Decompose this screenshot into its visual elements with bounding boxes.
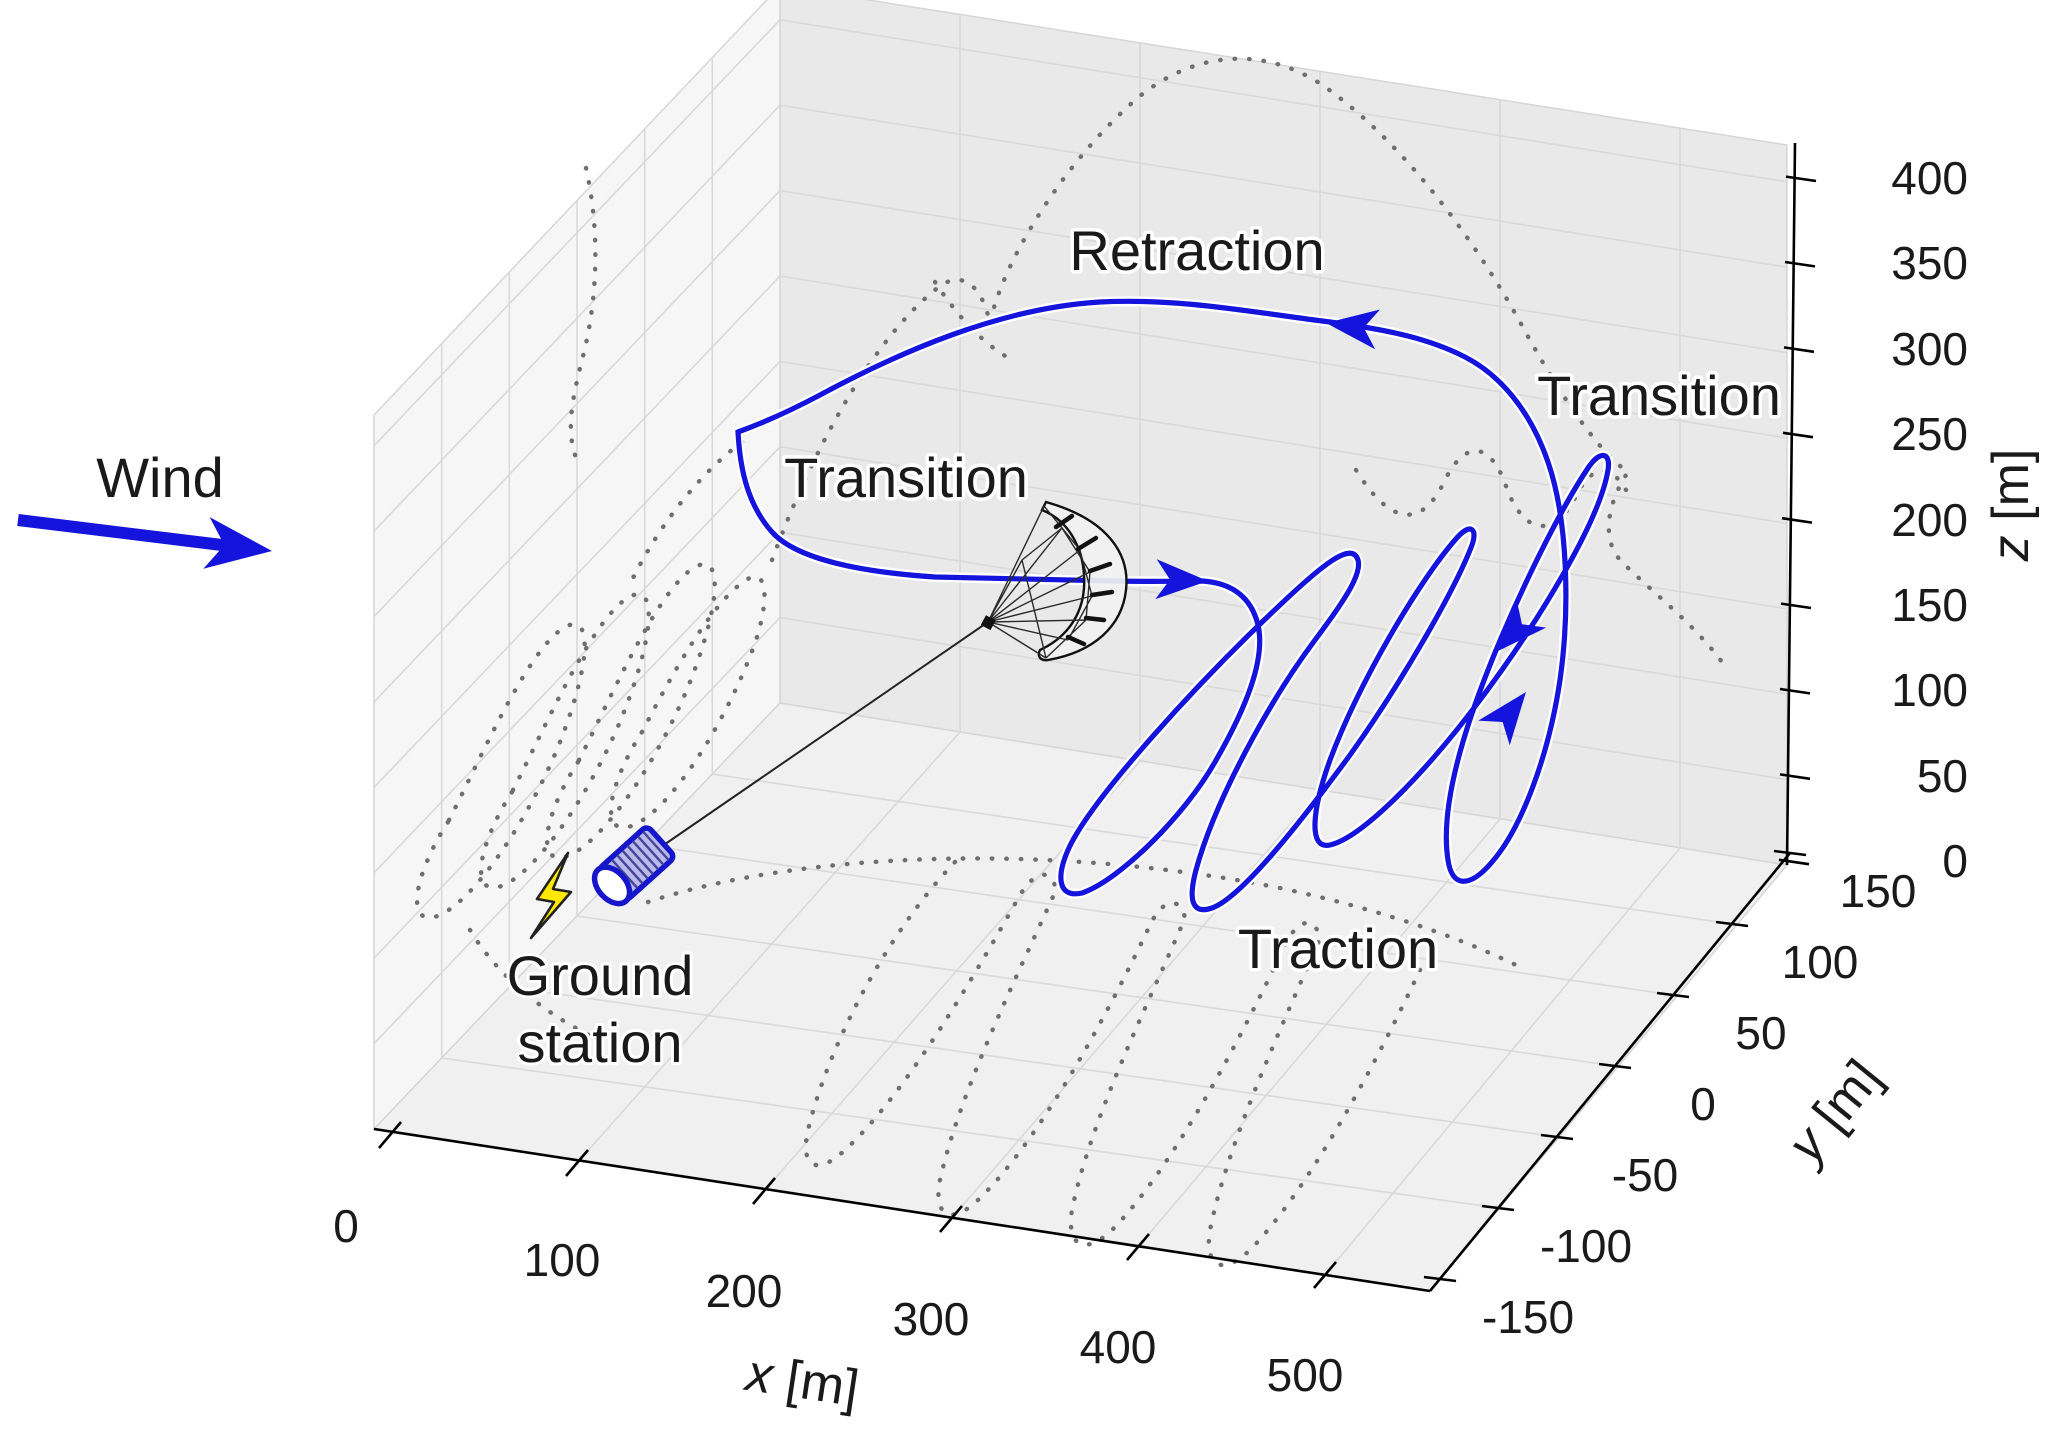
z-tick-350: 350 [1891,237,1968,289]
z-axis-unit: [m] [1982,449,2040,536]
lightning-icon [529,851,573,940]
back-wall-grid [779,14,1788,848]
x-tick-400: 400 [1080,1321,1157,1373]
y-tick--100: -100 [1540,1220,1632,1272]
retraction-label: Retraction [1069,219,1324,282]
traction-upstroke-arrow-icon [1478,692,1526,746]
projection-back-wall [769,56,1725,665]
projection-left-wall [414,165,767,1049]
y-tick-labels: -150 -100 -50 0 50 100 150 [1482,865,1916,1343]
winch-drum-icon [591,825,676,907]
y-tick-100: 100 [1782,936,1859,988]
kite-icon [980,500,1128,662]
z-tick-0: 0 [1942,835,1968,887]
traction-label: Traction [1238,917,1438,980]
flight-path [732,296,1614,915]
z-tick-50: 50 [1917,750,1968,802]
transition-left-label: Transition [784,446,1028,509]
y-axis [1423,849,1807,1292]
wind-arrow-shaft [17,514,231,552]
wind-annotation: Wind [17,443,272,569]
bridle-point [980,615,996,631]
x-tick-0: 0 [333,1200,359,1252]
y-tick-0: 0 [1690,1078,1716,1130]
x-axis [373,1121,1431,1293]
ground-station-icon [529,825,676,940]
retraction-arrow-icon [1326,309,1381,350]
y-axis-label: y [m] [1775,1049,1893,1175]
y-tick-50: 50 [1735,1007,1786,1059]
z-tick-150: 150 [1891,579,1968,631]
z-axis [1778,142,1817,866]
transition-right-label: Transition [1537,364,1781,427]
x-axis-unit: [m] [768,1348,862,1418]
y-tick-150: 150 [1840,865,1917,917]
z-axis-letter: z [1982,535,2040,562]
traction-exit-arrow-icon [1155,559,1208,600]
x-axis-label: x [m] [740,1344,863,1418]
x-tick-200: 200 [706,1265,783,1317]
wind-label: Wind [96,446,224,509]
traction-downstroke-arrow-icon [1496,600,1547,652]
x-tick-300: 300 [893,1293,970,1345]
ground-station-line1: Ground [507,944,694,1007]
wind-arrow-icon [203,517,272,569]
x-tick-500: 500 [1267,1349,1344,1401]
z-tick-200: 200 [1891,494,1968,546]
z-tick-250: 250 [1891,408,1968,460]
floor-grid [441,731,1733,1276]
z-tick-300: 300 [1891,323,1968,375]
z-tick-400: 400 [1891,152,1968,204]
x-tick-labels: 0 100 200 300 400 500 [333,1200,1343,1401]
z-axis-label: z [m] [1982,449,2040,563]
z-tick-100: 100 [1891,664,1968,716]
ground-station-label: Ground station [504,941,697,1077]
z-tick-labels: 0 50 100 150 200 250 300 350 400 [1891,152,1968,887]
y-tick--150: -150 [1482,1291,1574,1343]
y-tick--50: -50 [1612,1149,1678,1201]
projection-floor [645,856,1525,1268]
x-tick-100: 100 [524,1234,601,1286]
ground-station-line2: station [518,1011,683,1074]
tether-line [641,621,989,861]
